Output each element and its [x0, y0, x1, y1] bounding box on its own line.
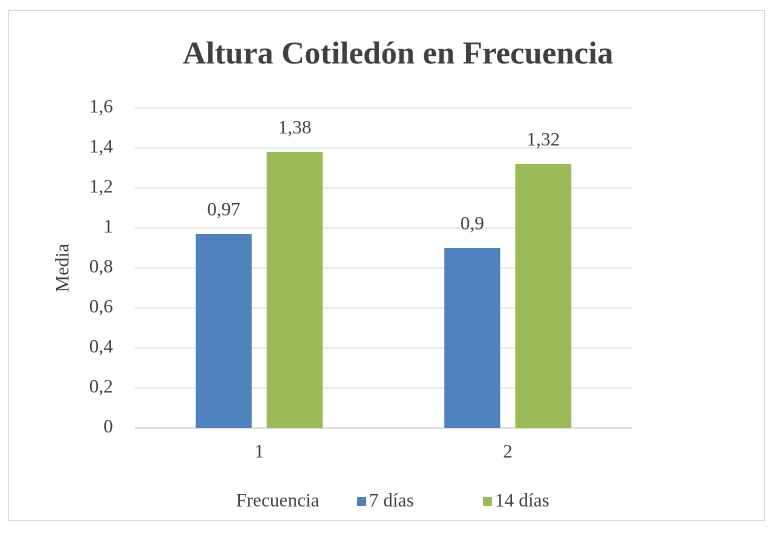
data-label: 1,38 [278, 117, 311, 138]
bar [515, 164, 572, 428]
y-axis-label: Media [52, 243, 73, 292]
y-tick-label: 1,4 [89, 136, 113, 157]
bar [444, 248, 501, 428]
y-tick-label: 1,2 [89, 176, 113, 197]
y-tick-label: 0,8 [89, 256, 113, 277]
legend-swatch [483, 497, 492, 506]
chart-title: Altura Cotiledón en Frecuencia [183, 34, 613, 70]
y-tick-label: 1,6 [89, 96, 113, 117]
legend-swatch [357, 497, 366, 506]
y-tick-label: 0,2 [89, 376, 113, 397]
x-tick-label: 1 [255, 441, 265, 462]
legend-label: 14 días [495, 490, 549, 511]
chart-border [8, 10, 765, 521]
bar [266, 152, 323, 428]
y-tick-label: 0 [104, 416, 114, 437]
legend-title: Frecuencia [236, 490, 320, 511]
data-label: 0,9 [460, 213, 484, 234]
data-label: 0,97 [207, 199, 240, 220]
y-tick-label: 0,6 [89, 296, 113, 317]
y-tick-label: 0,4 [89, 336, 113, 357]
bar [195, 234, 252, 428]
y-tick-label: 1 [104, 216, 114, 237]
legend-label: 7 días [369, 490, 414, 511]
data-label: 1,32 [527, 129, 560, 150]
x-tick-label: 2 [503, 441, 513, 462]
